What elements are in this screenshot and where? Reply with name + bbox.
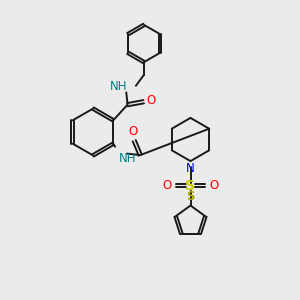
- Text: O: O: [146, 94, 156, 107]
- Text: O: O: [162, 179, 172, 192]
- Text: S: S: [185, 179, 196, 193]
- Text: NH: NH: [110, 80, 128, 93]
- Text: O: O: [128, 125, 138, 138]
- Text: NH: NH: [119, 152, 136, 165]
- Text: S: S: [186, 190, 195, 202]
- Text: N: N: [186, 162, 195, 175]
- Text: O: O: [209, 179, 219, 192]
